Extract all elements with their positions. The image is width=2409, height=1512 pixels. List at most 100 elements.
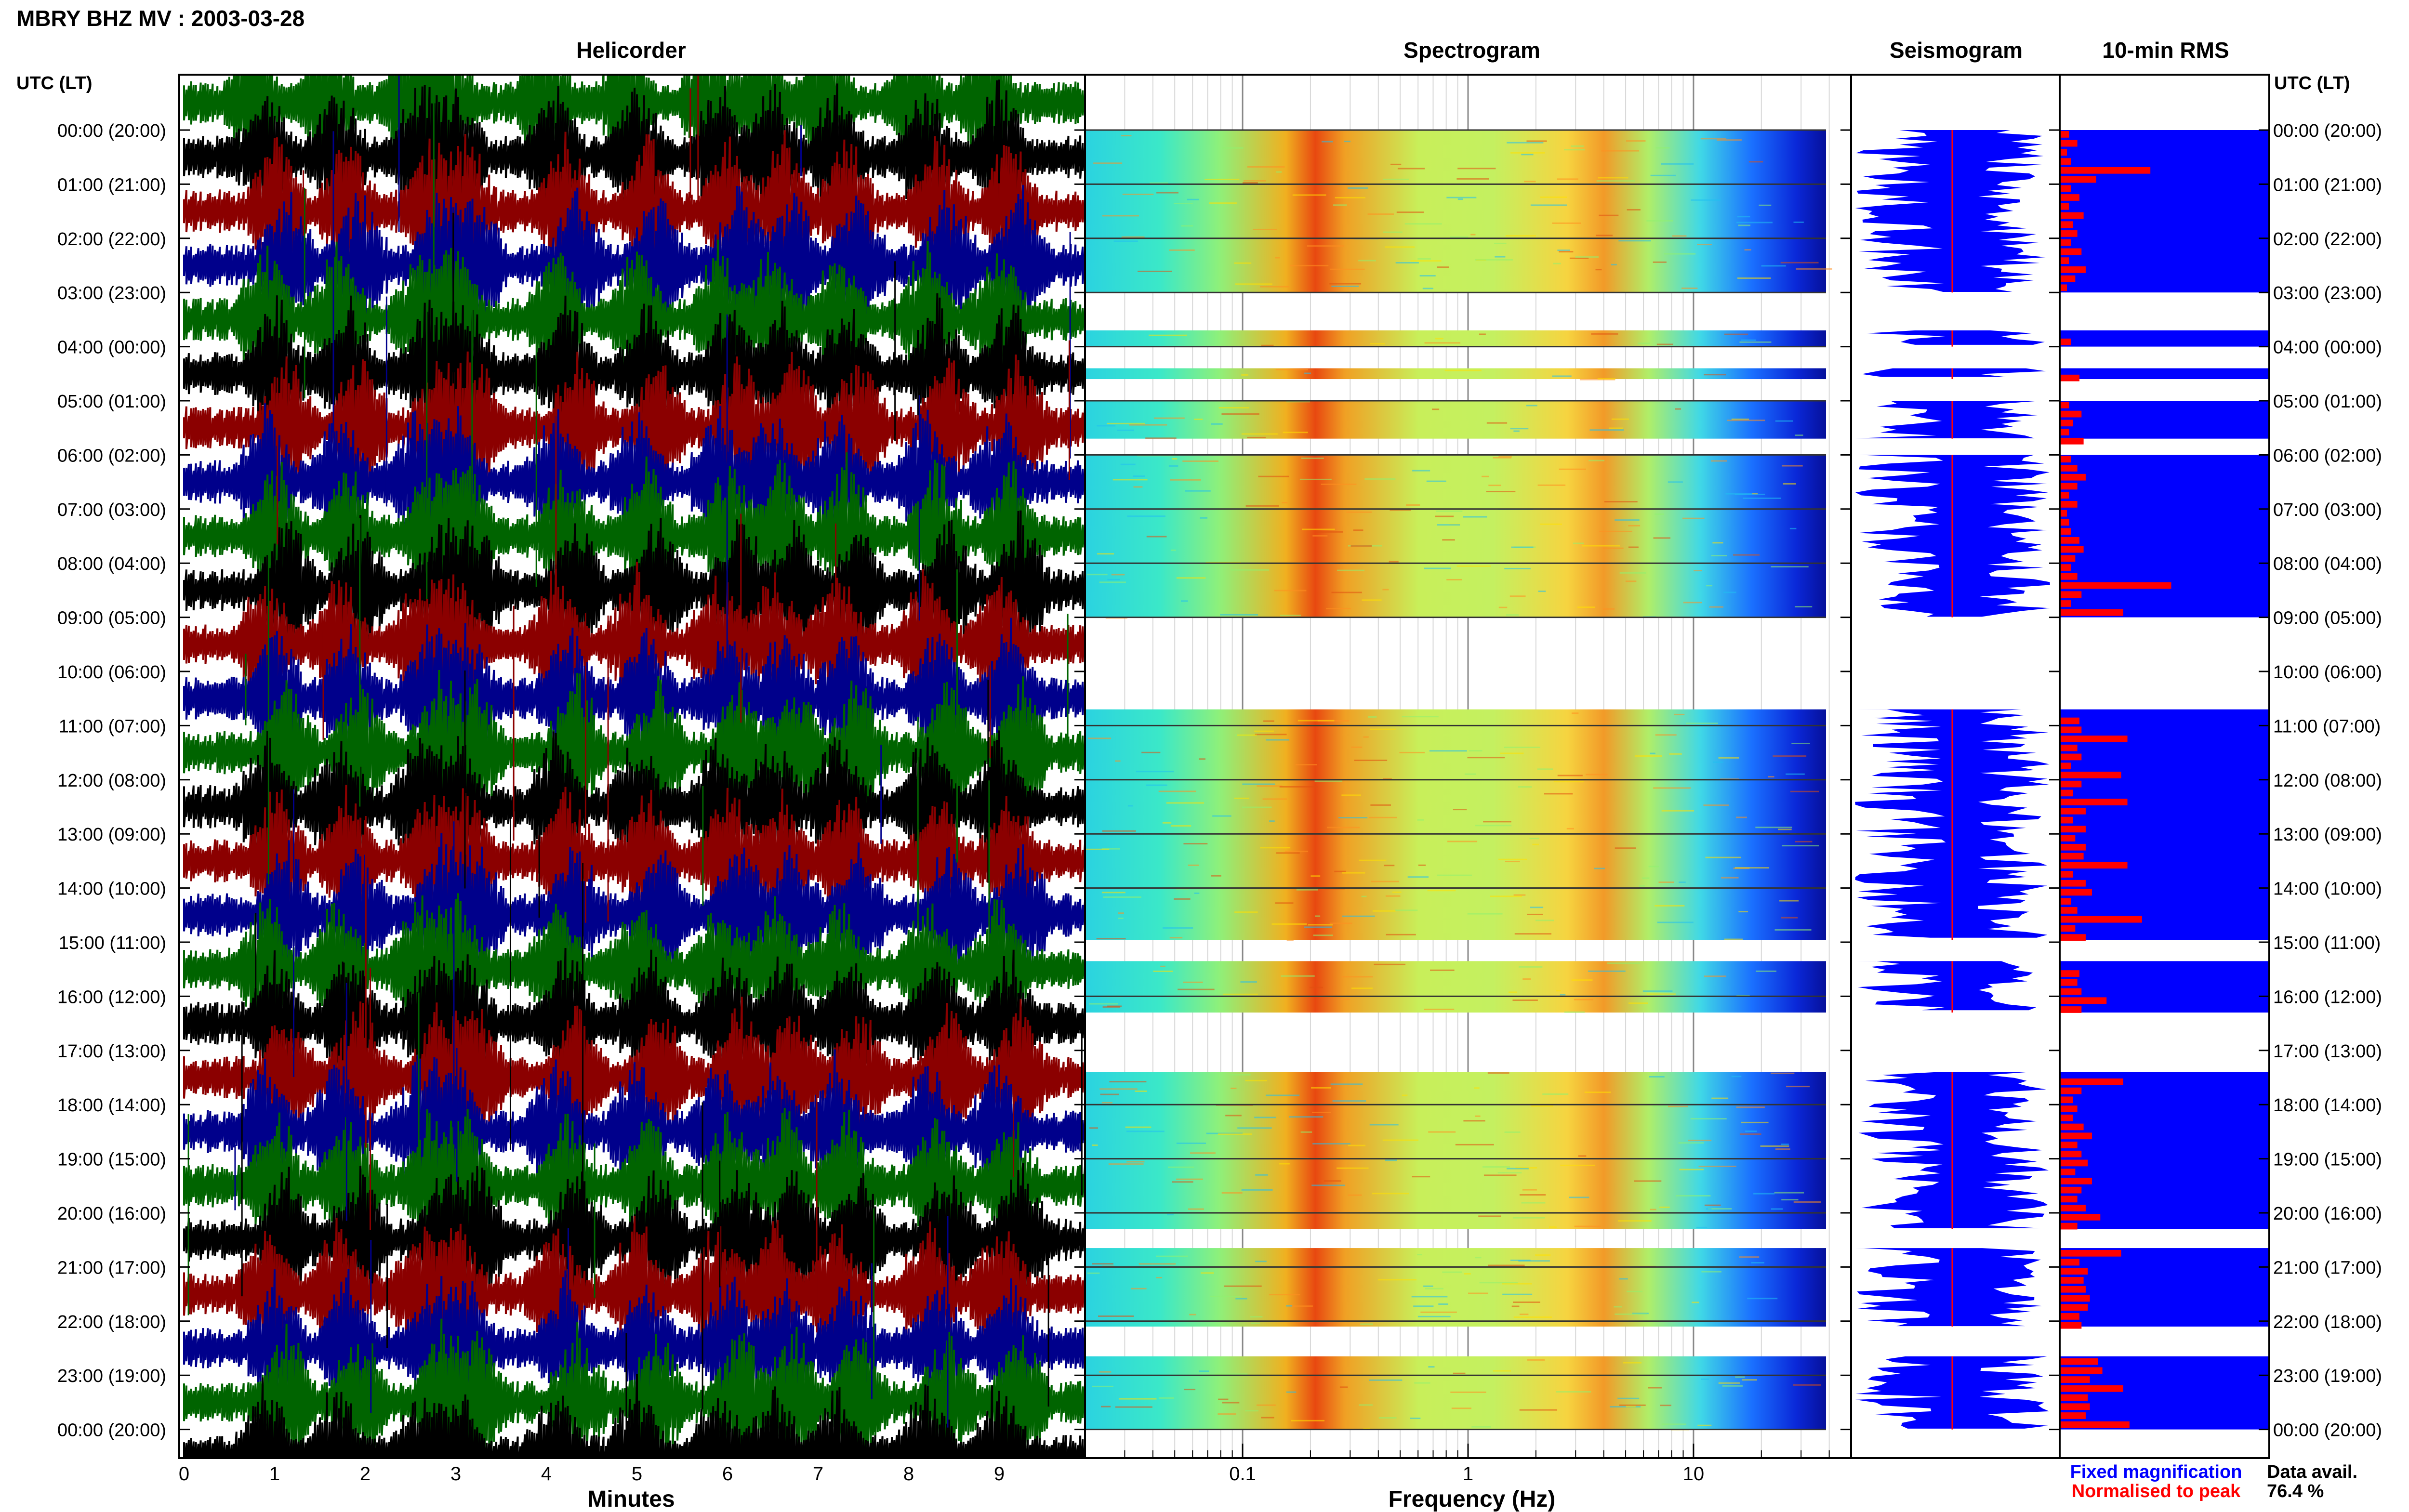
frequency-tick-label: 10	[1683, 1463, 1705, 1485]
utc-tick-label-left: 18:00 (14:00)	[57, 1095, 166, 1116]
spectrogram-texture	[1642, 877, 1650, 879]
utc-tick-label-left: 00:00 (20:00)	[57, 121, 166, 141]
spectrogram-texture	[1402, 716, 1439, 718]
spectrogram-texture	[1187, 198, 1199, 200]
spectrogram-texture	[1428, 1366, 1435, 1368]
spectrogram-texture	[1370, 343, 1386, 345]
spectrogram-texture	[1351, 746, 1363, 748]
spectrogram-texture	[1172, 458, 1178, 460]
spectrogram-texture	[1145, 437, 1177, 439]
spectrogram-texture	[1263, 720, 1274, 722]
spectrogram-texture	[1783, 483, 1796, 485]
rms-normalised-bar	[2061, 1367, 2103, 1374]
spectrogram-texture	[1341, 794, 1361, 796]
spectrogram-texture	[1353, 529, 1363, 531]
spectrogram-texture	[1498, 456, 1512, 458]
spectrogram-texture	[1429, 750, 1467, 752]
spectrogram-texture	[1706, 1208, 1712, 1210]
spectrogram-texture	[1437, 524, 1460, 526]
spectrogram-texture	[1266, 739, 1290, 741]
spectrogram-texture	[1615, 847, 1636, 849]
spectrogram-texture	[1276, 852, 1300, 854]
spectrogram-texture	[1704, 374, 1726, 376]
rms-bars	[2061, 130, 2269, 1430]
helicorder-traces	[183, 75, 1085, 1458]
spectrogram-texture	[1511, 546, 1534, 548]
rms-normalised-bar	[2061, 835, 2076, 841]
spectrogram-texture	[1301, 528, 1335, 530]
rms-normalised-bar	[2061, 1196, 2078, 1203]
spectrogram-texture	[1571, 145, 1584, 147]
rms-normalised-bar	[2061, 1178, 2092, 1184]
spectrogram-texture	[1218, 1398, 1229, 1400]
spectrogram-xlabel: Frequency (Hz)	[1389, 1486, 1556, 1512]
spectrogram-texture	[1532, 843, 1539, 845]
spectrogram-texture	[1779, 900, 1799, 902]
spectrogram-texture	[1297, 720, 1335, 722]
spectrogram-texture	[1708, 1208, 1732, 1210]
spectrogram-texture	[1444, 369, 1482, 371]
rms-normalised-bar	[2061, 248, 2082, 255]
spectrogram-texture	[1255, 1261, 1267, 1262]
spectrogram-texture	[1742, 1379, 1757, 1381]
spectrogram-texture	[1560, 994, 1566, 996]
rms-normalised-bar	[2061, 338, 2071, 345]
spectrogram-texture	[1231, 569, 1270, 571]
spectrogram-texture	[1102, 830, 1136, 832]
frequency-tick-label: 0.1	[1229, 1463, 1256, 1485]
spectrogram-texture	[1745, 1131, 1757, 1132]
spectrogram-texture	[1412, 1176, 1430, 1178]
seismogram-trace	[1855, 401, 2041, 438]
spectrogram-texture	[1224, 1285, 1262, 1287]
spectrogram-texture	[1760, 1145, 1789, 1147]
rms-normalised-bar	[2061, 1249, 2121, 1257]
rms-normalised-bar	[2061, 763, 2071, 770]
spectrogram-texture	[1734, 867, 1770, 869]
spectrogram-texture	[1235, 1298, 1247, 1300]
spectrogram-texture	[1435, 515, 1454, 517]
spectrogram-texture	[1363, 736, 1369, 738]
utc-tick-label-right: 01:00 (21:00)	[2273, 175, 2382, 195]
spectrogram-texture	[1676, 1195, 1711, 1196]
spectrogram-texture	[1777, 828, 1792, 830]
spectrogram-texture	[1163, 927, 1193, 929]
spectrogram-texture	[1564, 1011, 1585, 1013]
rms-normalised-bar	[2061, 988, 2082, 995]
spectrogram-texture	[1595, 269, 1602, 271]
spectrogram-texture	[1115, 1406, 1152, 1408]
spectrogram-texture	[1138, 270, 1172, 272]
spectrogram-texture	[1348, 187, 1368, 189]
rms-normalised-bar	[2061, 591, 2082, 598]
spectrogram-texture	[1265, 1094, 1300, 1096]
spectrogram-texture	[1519, 966, 1543, 968]
spectrogram-texture	[1369, 1124, 1399, 1126]
spectrogram-texture	[1210, 1295, 1242, 1297]
spectrogram-texture	[1295, 763, 1317, 765]
spectrogram-texture	[1269, 820, 1275, 822]
spectrogram-texture	[1254, 1117, 1276, 1118]
spectrogram-texture	[1235, 283, 1272, 285]
spectrogram-texture	[1321, 483, 1357, 485]
spectrogram-texture	[1538, 591, 1546, 592]
spectrogram-texture	[1092, 1385, 1114, 1387]
utc-tick-label-right: 15:00 (11:00)	[2273, 933, 2381, 953]
spectrogram-texture	[1218, 1413, 1236, 1415]
rms-normalised-bar	[2061, 410, 2082, 418]
rms-normalised-bar	[2061, 853, 2084, 860]
spectrogram-texture	[1300, 1131, 1312, 1133]
spectrogram-texture	[1314, 780, 1343, 782]
spectrogram-texture	[1269, 1294, 1300, 1296]
spectrogram-texture	[1447, 841, 1478, 842]
spectrogram-texture	[1385, 895, 1401, 897]
spectrogram-texture	[1286, 1391, 1297, 1393]
spectrogram-texture	[1250, 1316, 1263, 1318]
spectrogram-texture	[1582, 545, 1620, 547]
spectrogram-texture	[1286, 401, 1310, 403]
spectrogram-texture	[1502, 1283, 1532, 1285]
spectrogram-texture	[1724, 938, 1743, 940]
spectrogram-texture	[1438, 1303, 1448, 1305]
spectrogram-texture	[1486, 491, 1516, 493]
rms-normalised-bar	[2061, 284, 2067, 291]
spectrogram-texture	[1370, 804, 1391, 806]
spectrogram-texture	[1712, 542, 1723, 544]
